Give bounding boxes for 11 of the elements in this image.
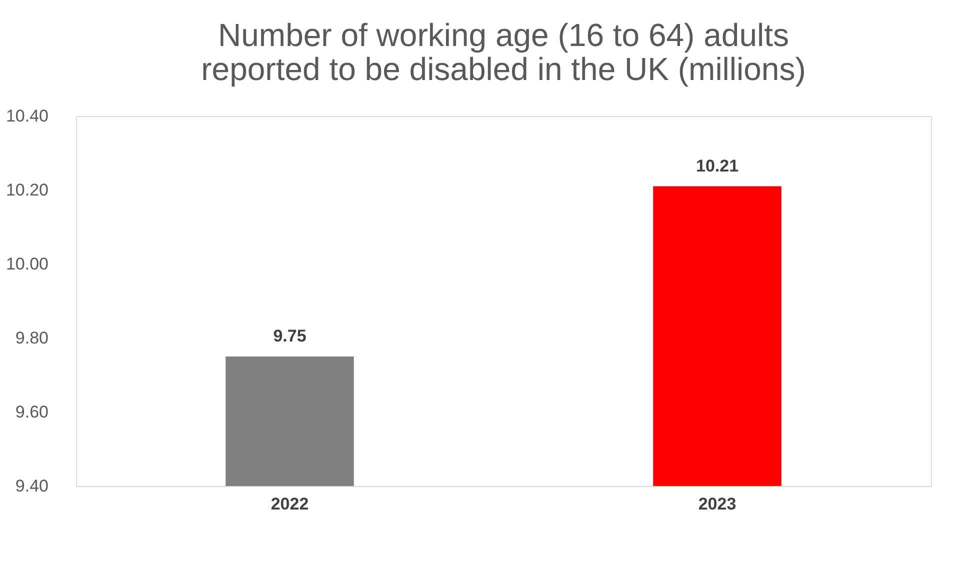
y-tick-label: 10.00: [6, 254, 48, 274]
data-label: 9.75: [273, 326, 306, 346]
x-tick-label: 2022: [270, 494, 309, 514]
data-label: 10.21: [696, 156, 739, 176]
y-tick-label: 10.20: [6, 180, 48, 200]
y-tick-label: 9.80: [15, 328, 48, 348]
y-tick-label: 10.40: [6, 106, 48, 126]
x-tick-label: 2023: [698, 494, 736, 514]
y-tick-label: 9.40: [15, 476, 48, 496]
y-tick-label: 9.60: [15, 402, 48, 422]
chart-title: Number of working age (16 to 64) adults reported to be disabled in the UK (millions): [201, 17, 806, 87]
